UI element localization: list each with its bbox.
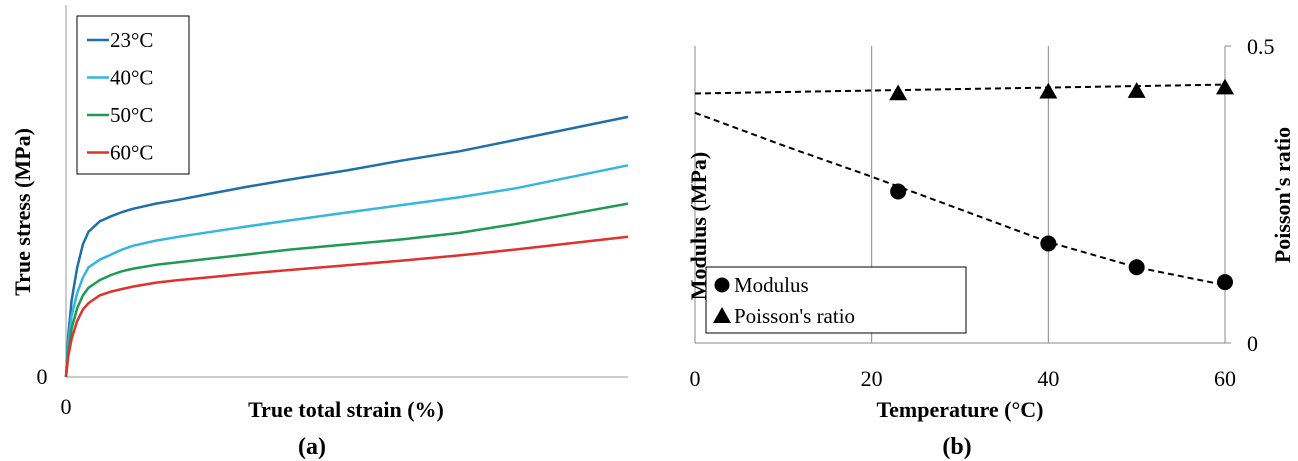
panel-b-y2-axis-title: Poisson's ratio <box>1270 127 1295 263</box>
legend-label-40-c: 40°C <box>110 66 153 90</box>
x-tick-label-60: 60 <box>1214 366 1236 391</box>
panel-b-x-tick-labels: 0 20 40 60 <box>690 366 1237 391</box>
panel-a-y-axis-title: True stress (MPa) <box>10 128 35 296</box>
point-poisson-s-ratio-50 <box>1127 82 1146 98</box>
series-line-40-c <box>64 164 629 378</box>
y2-tick-label-0: 0 <box>1247 331 1258 356</box>
panel-b-y2-tick-marks <box>1225 45 1231 344</box>
panel-b-legend-box <box>705 266 967 334</box>
point-poisson-s-ratio-60 <box>1216 78 1234 95</box>
panel-b-x-axis-title: Temperature (°C) <box>876 397 1043 422</box>
point-poisson-s-ratio-23 <box>889 84 908 101</box>
panel-a-series-group <box>64 115 629 378</box>
legend-marker-poisson-s-ratio <box>713 307 731 323</box>
point-modulus-60 <box>1217 274 1233 291</box>
point-modulus-23 <box>890 183 907 200</box>
legend-label-modulus: Modulus <box>734 273 809 297</box>
series-line-50-c <box>64 202 629 378</box>
x-tick-label-40: 40 <box>1037 366 1059 391</box>
panel-b-modulus-poisson-chart: 0 20 40 60 00.5 Temperature (°C) Modulus (M… <box>686 34 1295 460</box>
panel-b-legend: Modulus Poisson's ratio <box>705 266 967 334</box>
panel-a-legend: 23°C 40°C 50°C 60°C <box>76 15 190 175</box>
panel-b-label: (b) <box>942 434 971 460</box>
panel-a-x-tick-label: 0 <box>61 394 72 419</box>
series-line-60-c <box>64 235 629 378</box>
y2-tick-label-0-5: 0.5 <box>1247 34 1275 59</box>
panel-a-legend-box <box>76 15 190 175</box>
panel-a-x-axis-title: True total strain (%) <box>248 397 444 422</box>
point-poisson-s-ratio-40 <box>1039 82 1058 99</box>
panel-a-stress-strain-chart: 0 0 True total strain (%) True stress (M… <box>10 5 629 460</box>
legend-label-23-c: 23°C <box>110 28 153 52</box>
point-modulus-40 <box>1040 235 1057 252</box>
trendline-modulus <box>694 111 1226 287</box>
panel-b-series-group <box>694 78 1234 291</box>
series-line-23-c <box>64 115 629 378</box>
legend-label-50-c: 50°C <box>110 103 153 127</box>
legend-label-60-c: 60°C <box>110 141 153 165</box>
panel-b-y2-tick-labels: 00.5 <box>1247 34 1275 356</box>
panel-a-y-tick-label: 0 <box>37 364 48 389</box>
legend-marker-modulus <box>714 277 730 293</box>
x-tick-label-0: 0 <box>690 366 701 391</box>
trendline-poisson-s-ratio <box>694 83 1226 95</box>
point-modulus-50 <box>1128 259 1145 276</box>
panel-a-label: (a) <box>298 434 326 460</box>
legend-label-poisson-s-ratio: Poisson's ratio <box>734 304 855 328</box>
x-tick-label-20: 20 <box>861 366 883 391</box>
